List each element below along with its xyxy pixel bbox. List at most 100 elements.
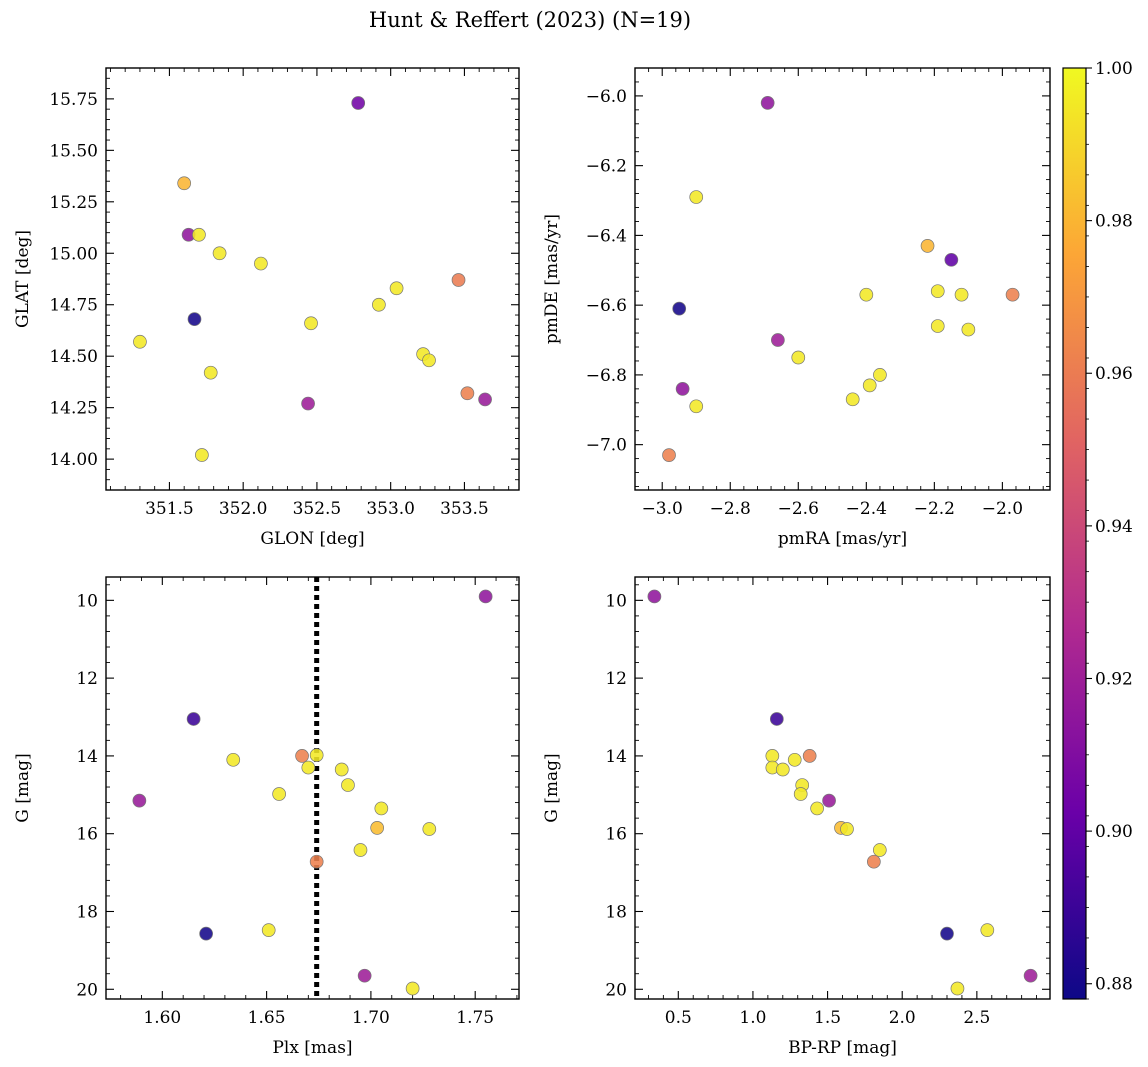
x-tick-label: 2.5 xyxy=(963,1008,990,1028)
y-tick-label: −6.6 xyxy=(586,296,627,316)
x-tick-label: 1.5 xyxy=(814,1008,841,1028)
y-tick-label: 12 xyxy=(605,669,627,689)
data-point xyxy=(478,589,493,604)
data-point xyxy=(374,801,389,816)
y-axis-label: G [mag] xyxy=(13,753,33,822)
data-point xyxy=(212,246,227,261)
data-point xyxy=(187,312,202,326)
y-tick-label: 18 xyxy=(605,902,627,922)
y-tick-label: −6.4 xyxy=(586,226,627,246)
data-point xyxy=(775,762,790,777)
y-tick-label: 14 xyxy=(605,747,627,767)
x-tick-label: 1.0 xyxy=(739,1008,766,1028)
data-point xyxy=(372,297,386,312)
colorbar: 0.88 0.90 0.92 0.94 0.96 0.98 1.00 xyxy=(1062,59,1133,1000)
data-point xyxy=(353,843,368,857)
data-point xyxy=(840,822,854,836)
colorbar-tick-label: 0.90 xyxy=(1095,822,1133,842)
data-point xyxy=(357,968,372,983)
data-point xyxy=(195,448,209,462)
x-tick-label: 1.65 xyxy=(248,1008,286,1028)
colorbar-tick-label: 0.92 xyxy=(1095,669,1133,689)
axes-frame xyxy=(634,67,1051,491)
data-point xyxy=(810,801,824,816)
data-point xyxy=(872,843,887,857)
data-point xyxy=(203,365,218,380)
y-tick-label: −6.2 xyxy=(586,157,627,177)
data-point xyxy=(787,752,802,767)
data-point xyxy=(254,256,268,271)
data-point xyxy=(791,350,806,365)
data-point xyxy=(765,749,780,763)
x-tick-label: 351.5 xyxy=(145,499,194,519)
y-tick-label: 12 xyxy=(76,669,98,689)
panels: 351.5 352.0 352.5 353.0 353.5 14.00 14.25 14.50… xyxy=(13,67,1051,1058)
x-tick-label: 0.5 xyxy=(665,1008,692,1028)
data-point xyxy=(309,854,324,869)
y-tick-label: 10 xyxy=(76,591,98,611)
x-tick-label: 352.5 xyxy=(293,499,342,519)
data-point xyxy=(920,239,935,253)
data-point xyxy=(647,589,662,604)
x-tick-label: −2.2 xyxy=(914,499,955,519)
data-point xyxy=(478,392,492,407)
data-point xyxy=(873,368,887,382)
data-point xyxy=(675,382,690,396)
data-point xyxy=(859,287,874,302)
data-point xyxy=(802,749,817,763)
y-tick-label: 14.50 xyxy=(49,347,98,367)
x-tick-label: 352.0 xyxy=(219,499,268,519)
data-point xyxy=(866,854,881,869)
x-tick-label: −2.4 xyxy=(846,499,887,519)
data-point xyxy=(862,378,877,393)
data-point xyxy=(341,778,355,792)
y-axis-label: GLAT [deg] xyxy=(13,230,33,328)
x-tick-label: 353.0 xyxy=(366,499,415,519)
y-tick-label: 10 xyxy=(605,591,627,611)
panel-plx-g: 1.60 1.65 1.70 1.75 10 12 14 16 18 20 Plx [mas] G [… xyxy=(13,576,520,1058)
data-point xyxy=(769,712,784,726)
data-point xyxy=(980,923,995,938)
data-point xyxy=(370,821,385,835)
data-point xyxy=(186,712,201,726)
data-point xyxy=(351,96,366,110)
data-point xyxy=(389,281,404,296)
y-tick-label: −7.0 xyxy=(586,436,627,456)
y-tick-label: 20 xyxy=(76,980,98,1000)
y-tick-label: 20 xyxy=(605,980,627,1000)
data-point xyxy=(1005,287,1020,302)
axes-frame xyxy=(105,576,520,1000)
data-point xyxy=(261,923,276,938)
data-point xyxy=(760,96,775,110)
data-point xyxy=(771,333,785,347)
y-tick-label: 15.75 xyxy=(49,90,98,110)
data-point xyxy=(272,787,286,801)
data-point xyxy=(304,316,318,331)
data-point xyxy=(295,749,309,763)
y-tick-label: 16 xyxy=(605,825,627,845)
panel-pmra-pmde: −3.0 −2.8 −2.6 −2.4 −2.2 −2.0 −7.0 −6.8 −6.6 −6.4… xyxy=(542,67,1051,549)
y-tick-label: 15.00 xyxy=(49,244,98,264)
data-point xyxy=(301,396,315,411)
x-tick-label: 1.70 xyxy=(352,1008,390,1028)
colorbar-tick-label: 1.00 xyxy=(1095,59,1133,79)
data-point xyxy=(930,319,945,333)
x-tick-label: 2.0 xyxy=(889,1008,916,1028)
data-point xyxy=(940,926,954,941)
data-point xyxy=(930,284,945,299)
y-tick-label: 14.75 xyxy=(49,296,98,316)
data-point xyxy=(309,748,324,762)
colorbar-tick-label: 0.88 xyxy=(1095,975,1133,995)
x-tick-label: −3.0 xyxy=(642,499,683,519)
data-point xyxy=(192,227,206,242)
y-axis-label: G [mag] xyxy=(542,753,562,822)
y-tick-label: 14.00 xyxy=(49,450,98,470)
y-tick-label: 15.25 xyxy=(49,193,98,213)
data-point xyxy=(226,752,241,767)
y-tick-label: 16 xyxy=(76,825,98,845)
colorbar-tick-label: 0.94 xyxy=(1095,517,1133,537)
data-point xyxy=(961,322,976,337)
data-point xyxy=(177,176,192,191)
axes-frame xyxy=(105,67,520,491)
data-point xyxy=(422,353,436,368)
